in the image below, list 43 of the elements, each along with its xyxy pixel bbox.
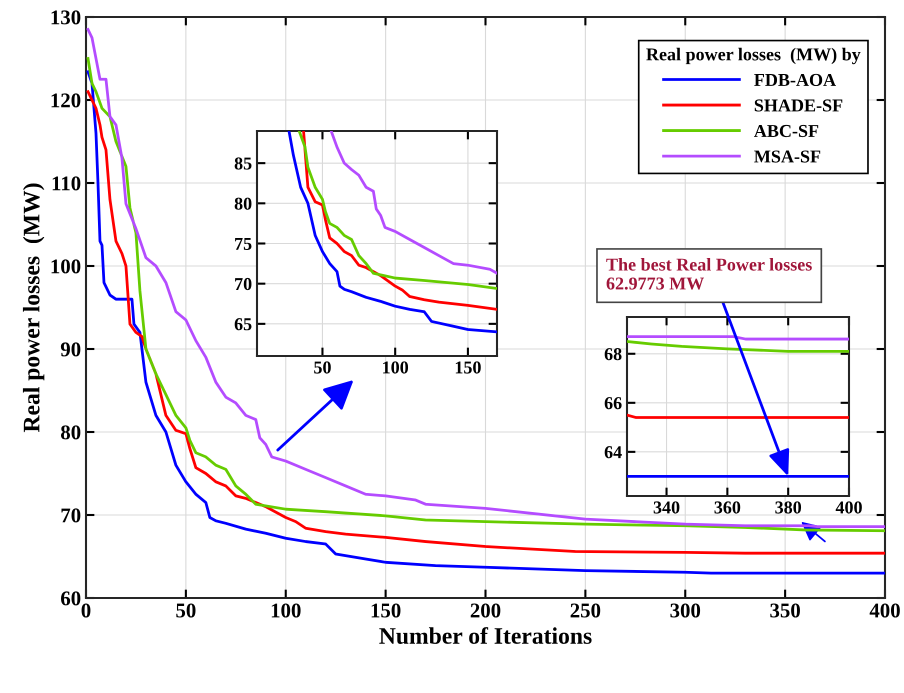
x-tick-label: 50: [314, 361, 331, 374]
x-tick-label: 150: [372, 603, 400, 618]
y-tick-label: 60: [61, 591, 80, 606]
line-series: [330, 131, 497, 275]
x-axis-title: Number of Iterations: [379, 627, 592, 644]
x-tick-label: 0: [82, 603, 90, 618]
y-tick-label: 80: [234, 198, 252, 210]
line-series: [288, 131, 497, 334]
y-tick-label: 90: [60, 342, 80, 356]
x-tick-label: 340: [654, 501, 680, 514]
legend-label: ABC-SF: [754, 124, 818, 138]
x-tick-label: 250: [570, 603, 600, 618]
legend-title: Real power losses (MW) by: [646, 48, 861, 64]
y-tick-label: 110: [52, 176, 80, 190]
y-tick-label: 100: [52, 259, 80, 274]
y-tick-label: 66: [604, 397, 622, 410]
x-tick-label: 300: [670, 603, 700, 618]
y-tick-label: 68: [604, 348, 622, 360]
y-tick-label: 70: [61, 508, 80, 522]
y-tick-label: 130: [52, 10, 80, 24]
x-tick-label: 150: [456, 361, 481, 374]
legend-label: SHADE-SF: [754, 99, 842, 112]
x-tick-label: 100: [272, 603, 301, 618]
x-tick-label: 400: [836, 501, 862, 514]
y-tick-label: 85: [234, 157, 252, 170]
y-tick-label: 64: [604, 446, 622, 458]
legend-label: FDB-AOA: [754, 74, 836, 86]
x-tick-label: 350: [770, 603, 800, 618]
y-tick-label: 70: [235, 278, 252, 290]
x-tick-label: 380: [775, 501, 802, 514]
x-tick-label: 400: [870, 603, 900, 618]
y-tick-label: 80: [61, 425, 80, 440]
y-tick-label: 75: [235, 238, 252, 250]
y-tick-label: 65: [234, 318, 252, 330]
x-tick-label: 360: [714, 501, 740, 514]
y-axis-title: Real power losses (MW): [22, 184, 44, 432]
y-tick-label: 120: [52, 93, 80, 108]
x-tick-label: 100: [383, 361, 408, 374]
legend-label: MSA-SF: [754, 150, 820, 163]
annotation: The best Real Power losses 62.9773 MW: [606, 258, 812, 290]
x-tick-label: 200: [470, 603, 500, 618]
x-tick-label: 50: [176, 603, 196, 618]
line-series: [627, 340, 849, 353]
